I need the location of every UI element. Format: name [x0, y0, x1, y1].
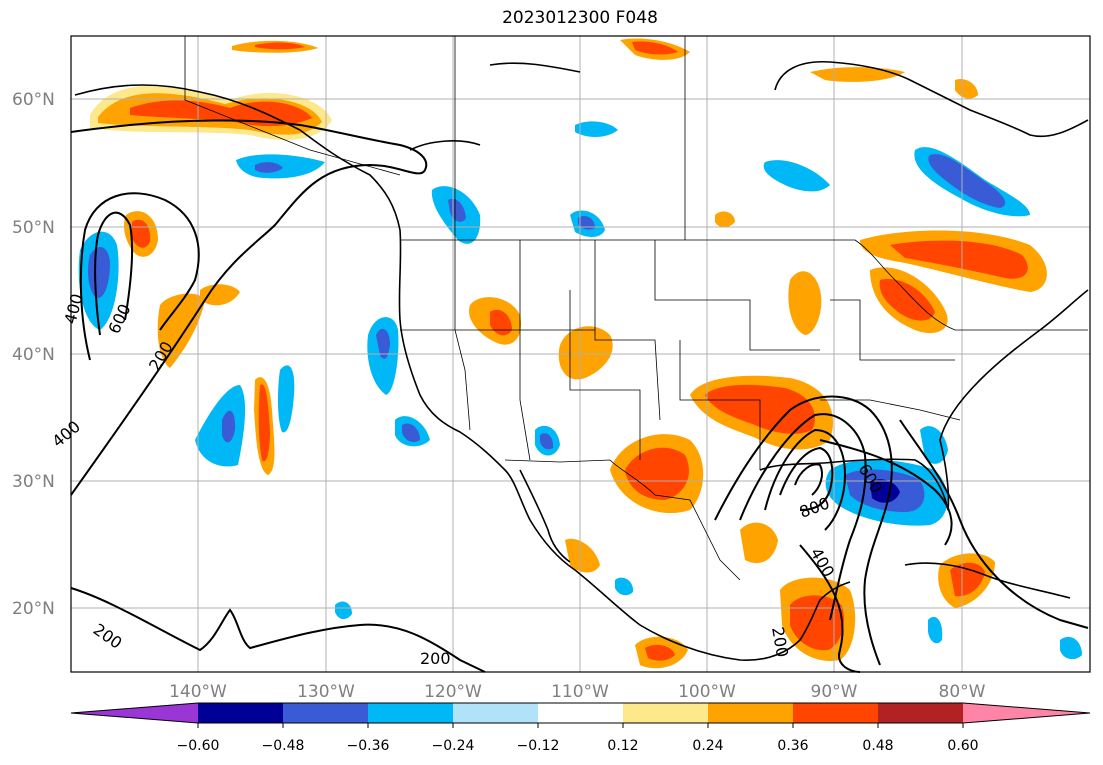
cold-anomaly	[1060, 636, 1082, 660]
longitude-labels: 140°W 130°W 120°W 110°W 100°W 90°W 80°W	[169, 682, 986, 702]
latitude-labels: 60°N 50°N 40°N 30°N 20°N	[12, 90, 55, 619]
warm-anomaly	[715, 211, 735, 228]
warm-anomaly	[565, 538, 600, 573]
warm-anomaly	[625, 447, 689, 500]
warm-anomaly	[130, 100, 312, 127]
lon-label: 120°W	[424, 682, 482, 702]
lon-label: 140°W	[169, 682, 227, 702]
colorbar-segment	[708, 703, 793, 723]
cold-anomaly	[578, 216, 595, 230]
contour-line	[779, 446, 834, 511]
warm-anomaly	[955, 78, 978, 99]
warm-anomaly	[200, 284, 240, 306]
contour-line	[714, 395, 893, 666]
contour-line	[94, 211, 134, 336]
political-borders	[184, 36, 1088, 581]
colorbar-label: −0.12	[517, 738, 560, 754]
warm-anomaly	[258, 384, 270, 462]
warm-anomaly	[157, 293, 205, 368]
colorbar-label: 0.48	[862, 738, 893, 754]
colorbar-label: 0.24	[692, 738, 723, 754]
cold-anomaly	[928, 154, 1006, 208]
colorbar-label: −0.24	[432, 738, 475, 754]
cold-anomaly	[402, 423, 420, 443]
colorbar-segment	[793, 703, 878, 723]
cold-anomaly	[195, 385, 246, 467]
cold-anomaly	[870, 479, 900, 503]
lon-label: 80°W	[939, 682, 986, 702]
cold-anomaly	[540, 433, 554, 450]
warm-anomaly	[740, 522, 778, 564]
map-title: 2023012300 F048	[502, 8, 658, 28]
lon-label: 110°W	[551, 682, 609, 702]
contour-line	[79, 192, 200, 361]
contour-line	[819, 439, 953, 546]
contour-line	[739, 413, 867, 621]
lon-label: 100°W	[678, 682, 736, 702]
cold-anomaly	[255, 162, 283, 173]
cold-anomaly	[376, 328, 390, 359]
colorbar-ticks	[197, 723, 964, 728]
lon-label: 90°W	[811, 682, 858, 702]
warm-anomaly	[645, 644, 675, 661]
contour-label: 200	[420, 649, 451, 668]
warm-anomaly	[558, 326, 613, 380]
colorbar-segment	[368, 703, 453, 723]
cold-anomaly	[615, 577, 634, 596]
colorbar-segment	[283, 703, 368, 723]
map-frame	[70, 35, 1091, 673]
warm-anomaly	[255, 42, 305, 50]
cold-anomaly	[763, 160, 830, 192]
colorbar-segment	[538, 703, 623, 723]
warm-anomaly	[790, 595, 845, 651]
lat-label: 40°N	[12, 345, 55, 365]
warm-anomaly	[490, 309, 512, 336]
contour-line	[899, 419, 1089, 629]
colorbar-segment	[71, 703, 198, 723]
colorbar-label: −0.48	[262, 738, 305, 754]
colorbar-segment	[453, 703, 538, 723]
lat-label: 20°N	[12, 599, 55, 619]
colorbar-label: 0.60	[947, 738, 978, 754]
colorbar-label: −0.60	[177, 738, 220, 754]
contour-line	[794, 463, 823, 496]
coastlines	[74, 60, 1089, 661]
warm-anomaly	[788, 271, 822, 335]
warm-anomaly	[879, 279, 935, 321]
colorbar-segment	[963, 703, 1090, 723]
warm-anomaly	[890, 240, 1028, 279]
colorbar-segment	[878, 703, 963, 723]
colorbar-label: 0.12	[607, 738, 638, 754]
cold-anomaly	[88, 246, 110, 299]
lon-label: 130°W	[297, 682, 355, 702]
contour-line	[70, 587, 486, 673]
height-contours	[70, 119, 1089, 673]
cold-anomaly	[277, 365, 295, 433]
colorbar-segment	[623, 703, 708, 723]
graticule	[71, 36, 1090, 672]
contour-line	[70, 119, 428, 496]
lat-label: 30°N	[12, 472, 55, 492]
contour-line	[799, 544, 861, 673]
warm-anomaly	[632, 41, 678, 55]
cold-anomaly	[335, 601, 352, 620]
lat-label: 50°N	[12, 218, 55, 238]
cold-anomaly	[928, 616, 943, 644]
colorbar: −0.60 −0.48 −0.36 −0.24 −0.12 0.12 0.24 …	[70, 702, 1091, 754]
contour-line	[764, 428, 847, 531]
cold-anomaly	[575, 121, 618, 137]
colorbar-label: 0.36	[777, 738, 808, 754]
lat-label: 60°N	[12, 90, 55, 110]
cold-anomaly	[222, 410, 236, 443]
colorbar-segment	[198, 703, 283, 723]
colorbar-label: −0.36	[347, 738, 390, 754]
